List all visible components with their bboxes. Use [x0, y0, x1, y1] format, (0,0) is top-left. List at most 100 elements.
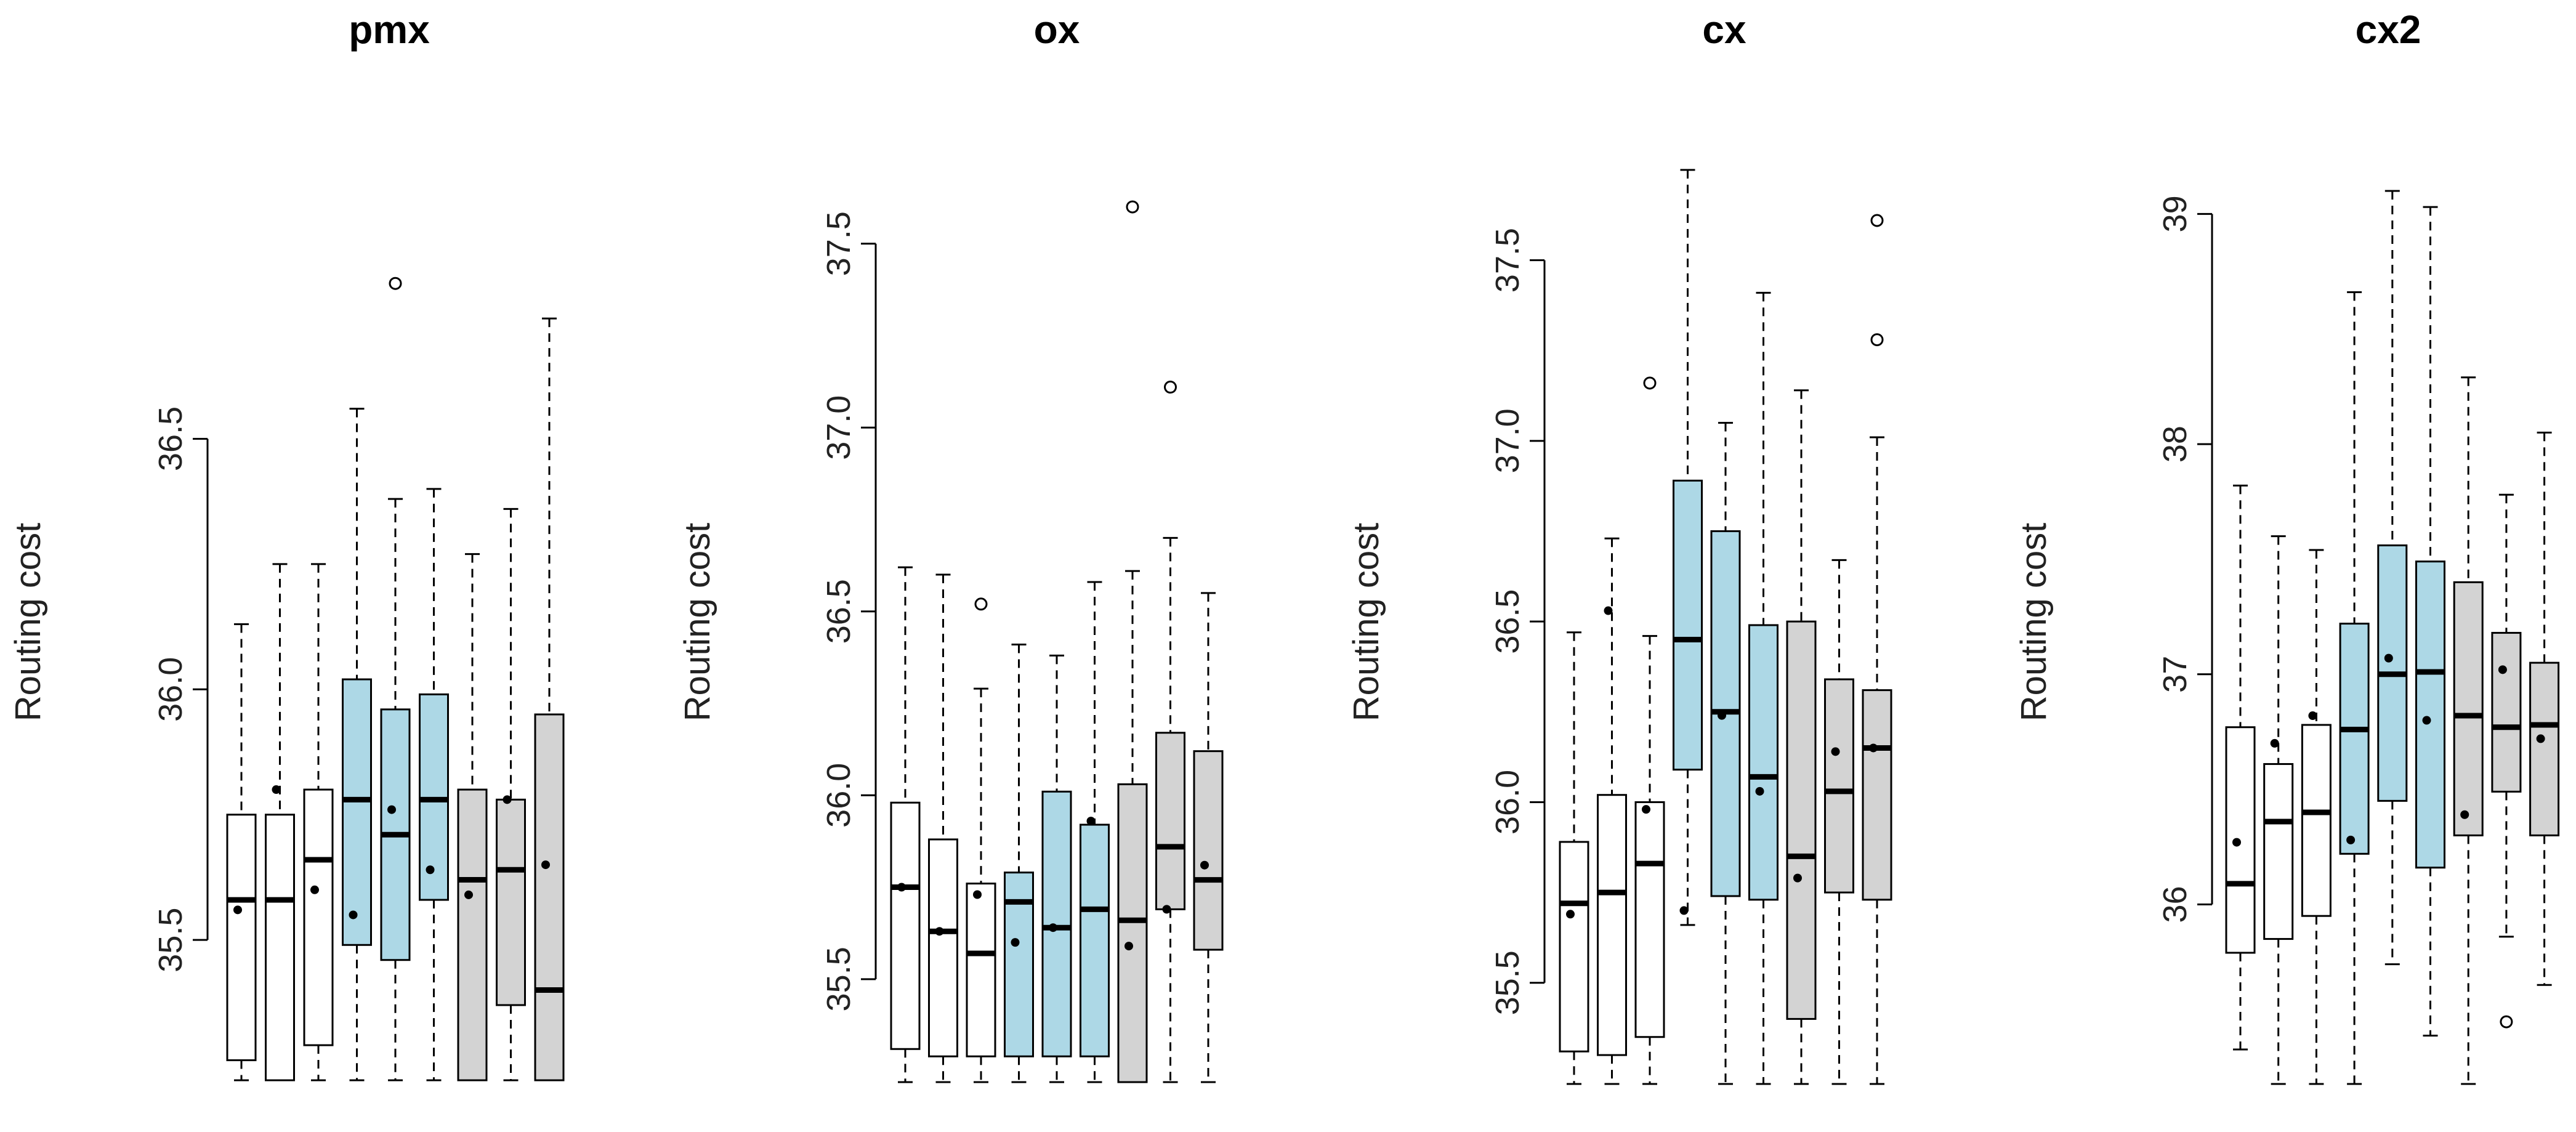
y-tick-label: 37.0 [1489, 408, 1526, 473]
y-tick-label: 38 [2157, 426, 2194, 463]
box [496, 798, 526, 1006]
y-tick-label: 36 [2157, 886, 2194, 923]
mean-point [1566, 910, 1575, 919]
mean-point [1162, 905, 1171, 914]
mean-point [1831, 747, 1840, 756]
y-tick-label: 36.0 [1489, 770, 1526, 835]
chart-title: cx2 [2356, 7, 2421, 52]
mean-point [1679, 906, 1689, 915]
mean-point [503, 795, 512, 804]
mean-point [2460, 810, 2469, 819]
mean-point [1755, 786, 1764, 796]
mean-point [935, 927, 944, 936]
box [1634, 801, 1665, 1038]
outlier-point [974, 597, 988, 611]
mean-point [2536, 734, 2545, 743]
y-tick-label: 35.5 [820, 947, 857, 1011]
mean-point [1200, 860, 1209, 870]
box [1080, 823, 1110, 1057]
mean-point [1011, 938, 1020, 947]
mean-point [541, 860, 550, 870]
box [342, 678, 372, 946]
mean-point [233, 905, 242, 915]
y-tick-label: 36.5 [1489, 589, 1526, 654]
outlier-point [1870, 214, 1884, 227]
y-tick-label: 35.5 [152, 908, 189, 972]
y-tick-label: 37.5 [820, 211, 857, 276]
chart-title: pmx [349, 7, 430, 52]
outlier-point [1164, 381, 1177, 394]
mean-point [2384, 653, 2393, 663]
box [1117, 783, 1148, 1083]
y-axis-label: Routing cost [8, 523, 48, 721]
box [457, 788, 488, 1081]
box [1597, 794, 1627, 1056]
mean-point [1718, 711, 1726, 720]
outlier-point [389, 277, 402, 290]
box [2453, 581, 2484, 836]
mean-point [1869, 743, 1878, 753]
y-tick-label: 37.5 [1489, 228, 1526, 293]
y-tick-label: 36.0 [152, 657, 189, 722]
mean-point [1604, 606, 1613, 615]
chart-title: ox [1034, 7, 1080, 52]
outlier-point [1126, 200, 1139, 214]
y-axis-label: Routing cost [1346, 523, 1386, 721]
mean-point [1124, 942, 1133, 951]
box [890, 801, 921, 1050]
mean-point [387, 805, 396, 814]
box [1824, 678, 1854, 894]
y-axis-label: Routing cost [677, 523, 717, 721]
box [2529, 661, 2560, 836]
mean-point [1049, 923, 1057, 932]
box [1673, 479, 1703, 771]
box [1748, 624, 1779, 901]
box [534, 713, 565, 1081]
box [1559, 841, 1589, 1053]
mean-point [1086, 817, 1096, 826]
box [226, 814, 257, 1061]
box [1041, 790, 1072, 1057]
box [2491, 632, 2522, 793]
outlier-point [1870, 333, 1884, 347]
y-axis-label: Routing cost [2014, 523, 2054, 721]
mean-point [2346, 835, 2356, 844]
mean-point [2422, 716, 2431, 725]
mean-point [897, 883, 906, 892]
y-tick-label: 37.0 [820, 395, 857, 460]
mean-point [310, 885, 319, 894]
box [1786, 620, 1817, 1020]
outlier-point [2500, 1015, 2513, 1029]
mean-point [2270, 738, 2279, 748]
y-tick-label: 36.0 [820, 763, 857, 828]
box [303, 788, 334, 1046]
mean-point [272, 785, 281, 794]
mean-point [973, 890, 982, 899]
box [2339, 623, 2370, 855]
mean-point [464, 890, 473, 899]
chart-title: cx [1702, 7, 1746, 52]
box [966, 883, 996, 1057]
box [1155, 732, 1185, 910]
box [2225, 726, 2256, 954]
box [2263, 763, 2294, 940]
box [928, 838, 958, 1057]
box [265, 814, 295, 1081]
mean-point [1793, 873, 1802, 883]
y-tick-label: 36.5 [820, 579, 857, 644]
mean-point [349, 910, 358, 920]
box [1193, 750, 1224, 951]
outlier-point [1643, 376, 1657, 390]
y-tick-label: 36.5 [152, 406, 189, 471]
mean-point [2308, 711, 2317, 721]
y-tick-label: 35.5 [1489, 950, 1526, 1015]
mean-point [2498, 665, 2507, 674]
box [1862, 689, 1892, 901]
y-tick-label: 39 [2157, 195, 2194, 232]
box [2301, 724, 2332, 917]
mean-point [1642, 805, 1650, 814]
y-tick-label: 37 [2157, 656, 2194, 693]
mean-point [2232, 838, 2241, 847]
